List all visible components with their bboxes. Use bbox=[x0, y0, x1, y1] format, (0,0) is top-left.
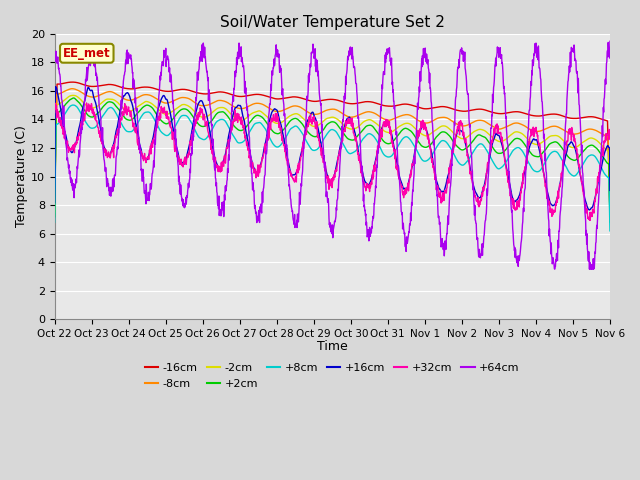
Legend: -16cm, -8cm, -2cm, +2cm, +8cm, +16cm, +32cm, +64cm: -16cm, -8cm, -2cm, +2cm, +8cm, +16cm, +3… bbox=[141, 359, 524, 393]
Y-axis label: Temperature (C): Temperature (C) bbox=[15, 126, 28, 228]
X-axis label: Time: Time bbox=[317, 340, 348, 353]
Text: EE_met: EE_met bbox=[63, 47, 111, 60]
Title: Soil/Water Temperature Set 2: Soil/Water Temperature Set 2 bbox=[220, 15, 445, 30]
